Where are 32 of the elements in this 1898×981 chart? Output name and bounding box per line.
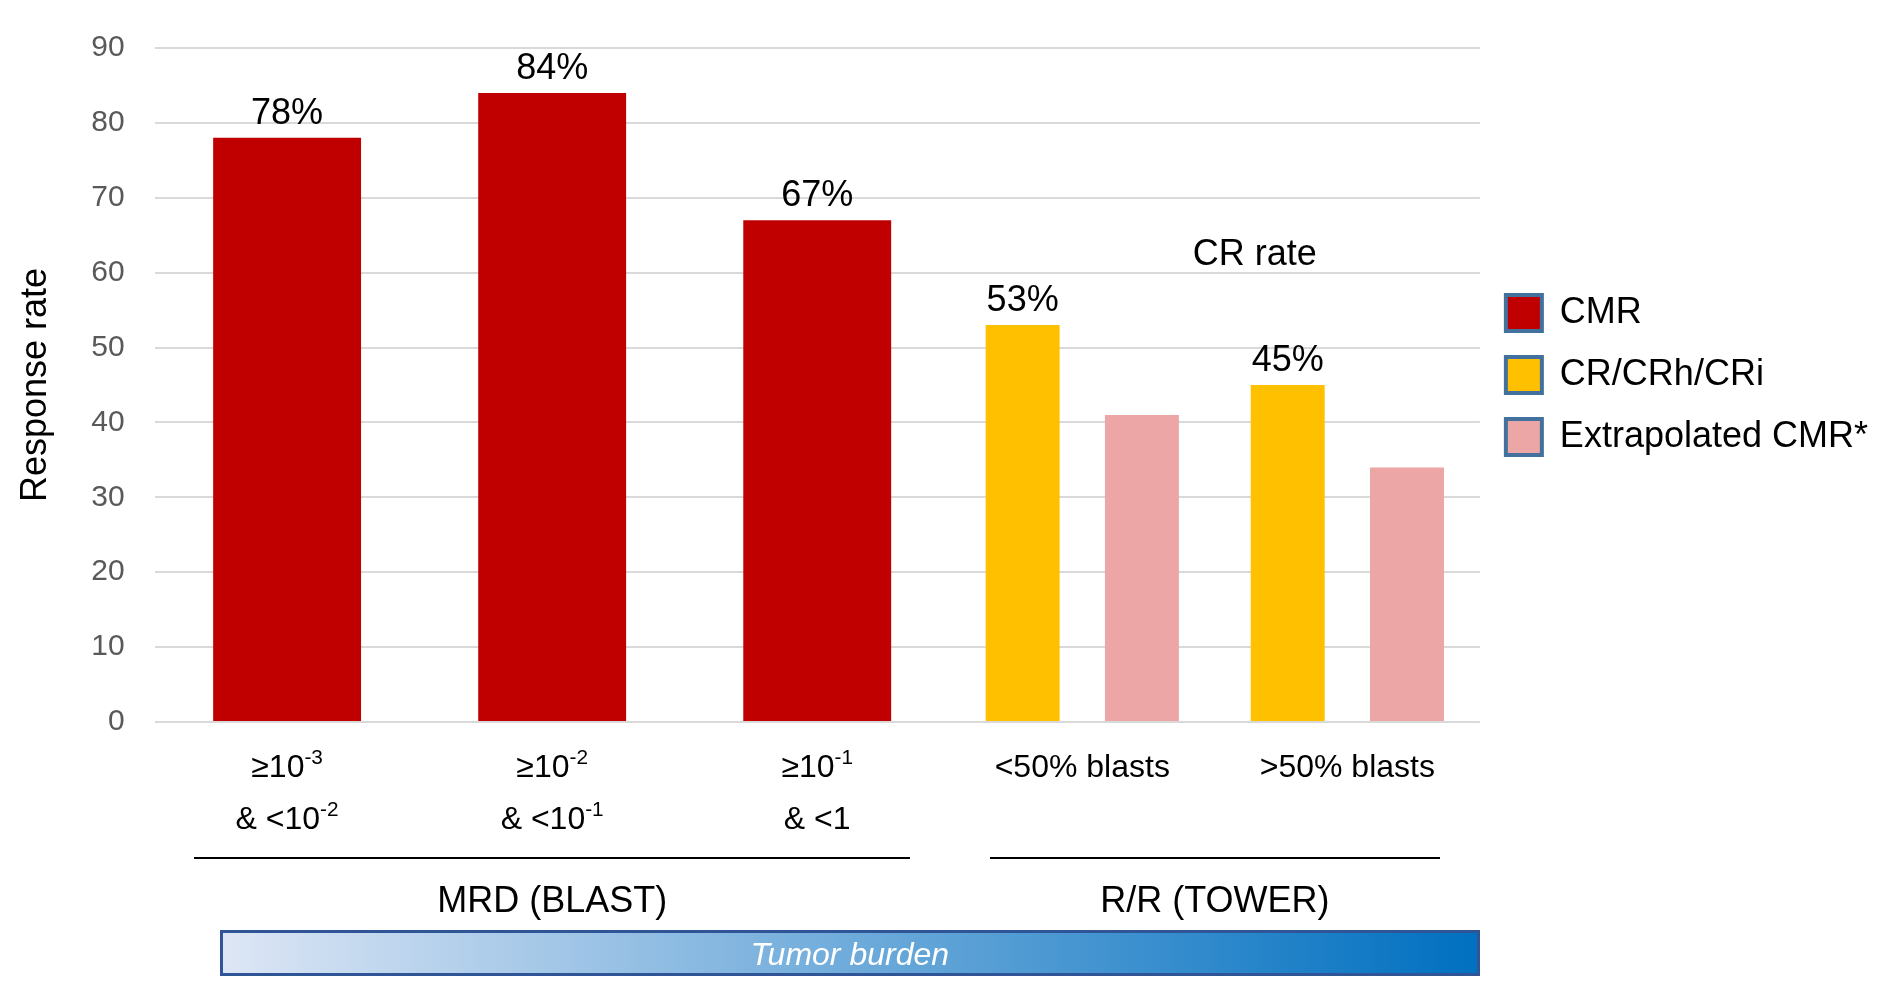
x-tick-label: <50% blasts: [994, 748, 1170, 784]
legend-label: CR/CRh/CRi: [1559, 351, 1764, 393]
bar: [1250, 385, 1325, 721]
bar: [1370, 467, 1444, 721]
bar: [1104, 414, 1179, 721]
data-label: 84%: [516, 45, 589, 87]
bar: [478, 92, 627, 721]
data-label: 78%: [251, 90, 324, 132]
banner: Tumor burden: [219, 930, 1480, 976]
y-tick-label: 60: [91, 253, 125, 287]
y-tick-label: 10: [91, 628, 125, 662]
annotation: CR rate: [1192, 232, 1317, 274]
data-label: 67%: [781, 173, 854, 215]
y-axis-title: Response rate: [12, 267, 54, 503]
legend-label: Extrapolated CMR*: [1559, 413, 1869, 455]
x-tick-label: >50% blasts: [1259, 748, 1435, 784]
legend-label: CMR: [1559, 289, 1642, 331]
bar: [985, 325, 1060, 721]
data-label: 53%: [986, 278, 1059, 320]
data-label: 45%: [1251, 338, 1324, 379]
bar: [743, 220, 892, 721]
y-tick-label: 40: [91, 403, 125, 437]
y-tick-label: 70: [91, 179, 125, 213]
text: R/R (TOWER): [1100, 879, 1330, 920]
y-tick-label: 30: [91, 478, 125, 512]
bar: [213, 137, 362, 721]
y-tick-label: 50: [91, 328, 125, 362]
text: MRD (BLAST): [437, 879, 668, 920]
y-tick-label: 0: [107, 703, 125, 737]
y-tick-label: 80: [91, 104, 125, 138]
y-tick-label: 20: [91, 553, 125, 587]
y-tick-label: 90: [91, 29, 125, 63]
